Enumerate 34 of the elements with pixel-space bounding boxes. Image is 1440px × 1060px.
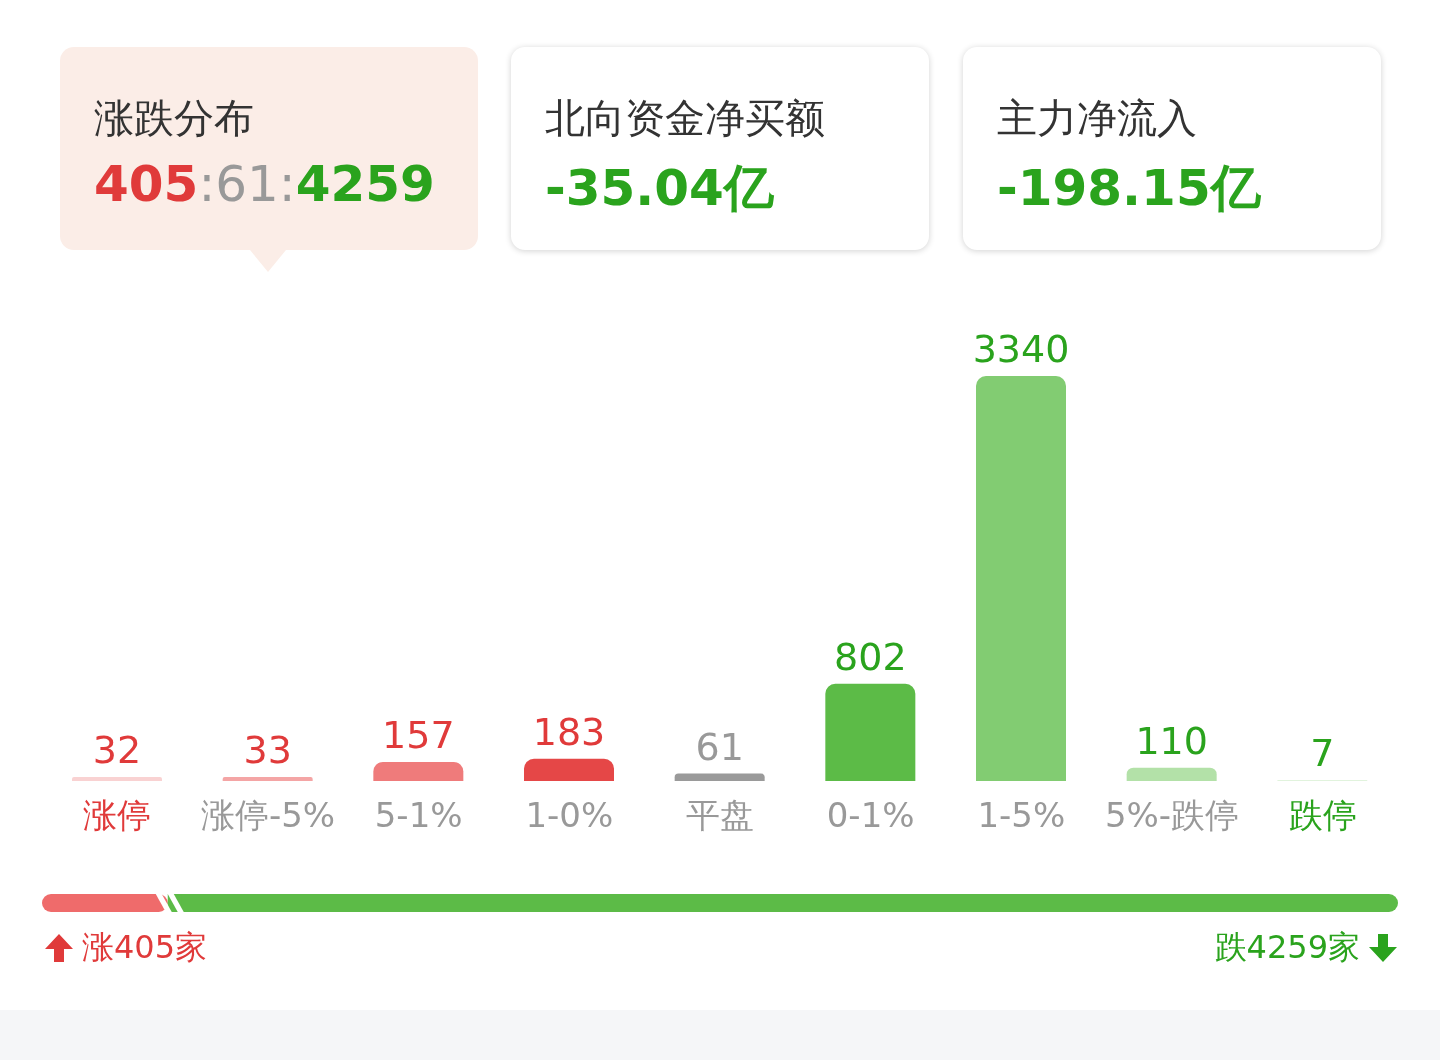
text: 涨跌分布 bbox=[94, 94, 254, 143]
text: 涨405家 bbox=[82, 927, 208, 968]
x-tick-label: 5-1% bbox=[374, 795, 463, 835]
data-label: 61 bbox=[695, 724, 744, 769]
bar bbox=[825, 683, 916, 781]
bar bbox=[222, 777, 313, 781]
data-label: 157 bbox=[382, 712, 455, 757]
x-tick-label: 1-0% bbox=[525, 795, 614, 835]
x-tick-label: 5%-跌停 bbox=[1104, 795, 1240, 835]
data-label: 802 bbox=[834, 634, 907, 679]
text: 跌4259家 bbox=[1214, 927, 1360, 968]
data-label: 32 bbox=[92, 728, 142, 773]
x-tick-label: 平盘 bbox=[686, 795, 754, 835]
x-tick-label: 1-5% bbox=[977, 795, 1066, 835]
bar bbox=[674, 773, 765, 781]
text: 405:61:4259 bbox=[94, 155, 435, 213]
bar bbox=[72, 777, 162, 781]
bar bbox=[524, 758, 614, 781]
x-tick-label: 涨停-5% bbox=[200, 795, 336, 835]
x-tick-label: 0-1% bbox=[826, 795, 915, 835]
x-tick-label: 跌停 bbox=[1288, 795, 1357, 835]
text: -35.04亿 bbox=[545, 159, 774, 217]
data-label: 183 bbox=[532, 709, 606, 754]
x-tick-label: 涨停 bbox=[83, 795, 152, 835]
data-label: 3340 bbox=[972, 327, 1070, 371]
data-label: 33 bbox=[243, 728, 292, 772]
bar bbox=[1126, 767, 1217, 781]
text: 主力净流入 bbox=[997, 94, 1197, 143]
bar bbox=[373, 761, 464, 781]
bar bbox=[976, 376, 1066, 781]
text: 北向资金净买额 bbox=[545, 94, 825, 143]
text: -198.15亿 bbox=[997, 159, 1261, 217]
data-label: 7 bbox=[1310, 731, 1335, 776]
data-label: 110 bbox=[1135, 718, 1208, 763]
